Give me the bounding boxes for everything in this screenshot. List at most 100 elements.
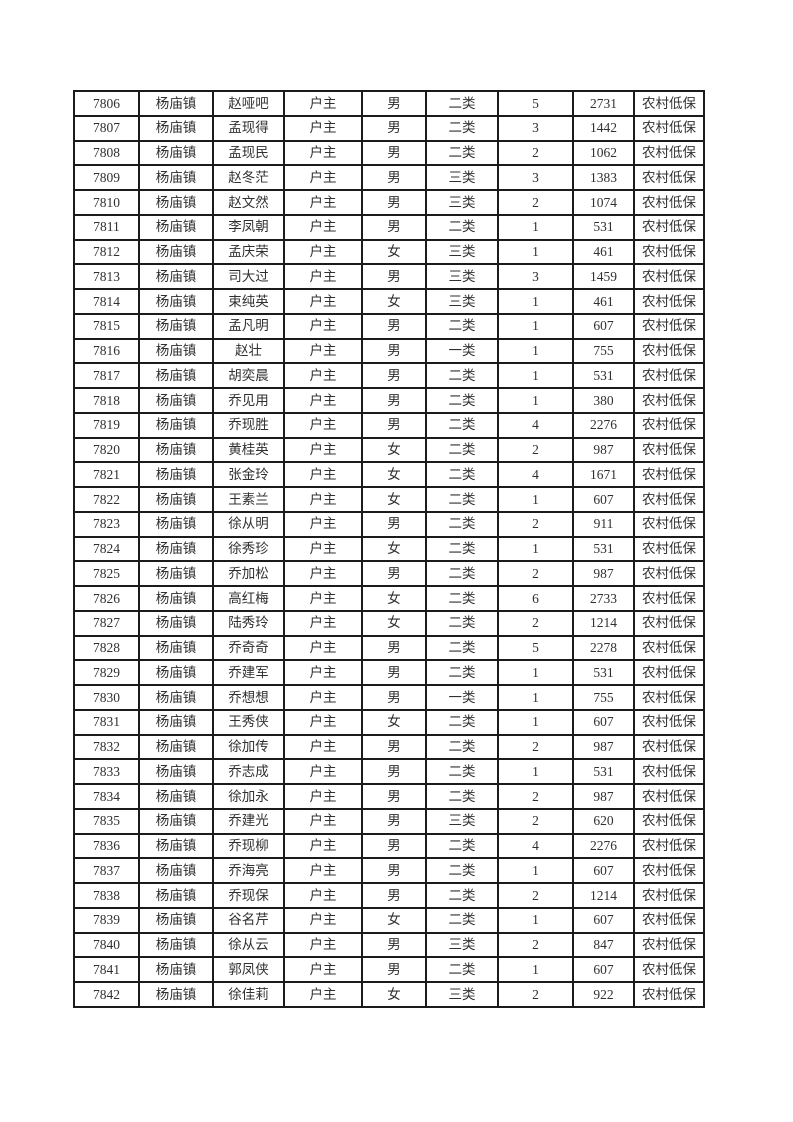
cell-serial: 7841 — [73, 956, 140, 983]
cell-gender: 女 — [361, 535, 427, 563]
cell-name: 赵壮 — [212, 337, 285, 365]
cell-name: 乔现保 — [212, 882, 285, 909]
cell-category: 二类 — [425, 139, 499, 167]
cell-welfare-type: 农村低保 — [633, 535, 705, 563]
cell-serial: 7842 — [73, 981, 140, 1008]
cell-welfare-type: 农村低保 — [633, 585, 705, 612]
cell-town: 杨庙镇 — [138, 807, 214, 835]
cell-relation: 户主 — [283, 213, 363, 241]
cell-town: 杨庙镇 — [138, 263, 214, 290]
cell-category: 二类 — [425, 609, 499, 637]
cell-count: 1 — [497, 387, 574, 414]
cell-serial: 7836 — [73, 832, 140, 860]
cell-gender: 男 — [361, 659, 427, 686]
cell-amount: 2278 — [572, 634, 635, 662]
cell-count: 2 — [497, 981, 574, 1008]
table-row: 7816 杨庙镇 赵壮 户主男一类 1 755 农村低保 — [73, 337, 705, 365]
cell-relation: 户主 — [283, 758, 363, 785]
cell-serial: 7822 — [73, 486, 140, 513]
cell-name: 乔奇奇 — [212, 634, 285, 662]
table-row: 7823 杨庙镇 徐从明 户主男二类 2 911 农村低保 — [73, 510, 705, 538]
table-row: 7811 杨庙镇 李凤朝 户主男二类 1 531 农村低保 — [73, 213, 705, 241]
cell-category: 三类 — [425, 238, 499, 266]
cell-town: 杨庙镇 — [138, 461, 214, 488]
cell-relation: 户主 — [283, 857, 363, 884]
cell-name: 高红梅 — [212, 585, 285, 612]
cell-amount: 531 — [572, 213, 635, 241]
cell-relation: 户主 — [283, 659, 363, 686]
cell-gender: 男 — [361, 857, 427, 884]
cell-count: 2 — [497, 510, 574, 538]
cell-welfare-type: 农村低保 — [633, 510, 705, 538]
cell-gender: 男 — [361, 733, 427, 761]
cell-name: 徐佳莉 — [212, 981, 285, 1008]
cell-amount: 2276 — [572, 832, 635, 860]
cell-town: 杨庙镇 — [138, 213, 214, 241]
cell-welfare-type: 农村低保 — [633, 857, 705, 884]
cell-amount: 531 — [572, 659, 635, 686]
cell-category: 二类 — [425, 312, 499, 340]
cell-welfare-type: 农村低保 — [633, 436, 705, 464]
cell-name: 王秀侠 — [212, 708, 285, 736]
cell-town: 杨庙镇 — [138, 758, 214, 785]
cell-town: 杨庙镇 — [138, 312, 214, 340]
cell-welfare-type: 农村低保 — [633, 189, 705, 216]
cell-serial: 7834 — [73, 783, 140, 810]
cell-name: 乔建军 — [212, 659, 285, 686]
cell-gender: 男 — [361, 758, 427, 785]
cell-welfare-type: 农村低保 — [633, 312, 705, 340]
cell-welfare-type: 农村低保 — [633, 486, 705, 513]
cell-relation: 户主 — [283, 411, 363, 439]
cell-count: 2 — [497, 931, 574, 959]
cell-amount: 607 — [572, 486, 635, 513]
cell-welfare-type: 农村低保 — [633, 609, 705, 637]
cell-welfare-type: 农村低保 — [633, 362, 705, 389]
cell-gender: 男 — [361, 684, 427, 711]
cell-town: 杨庙镇 — [138, 931, 214, 959]
table-row: 7836 杨庙镇 乔现柳 户主男二类 4 2276 农村低保 — [73, 832, 705, 860]
cell-name: 郭凤侠 — [212, 956, 285, 983]
cell-count: 1 — [497, 956, 574, 983]
cell-category: 二类 — [425, 213, 499, 241]
table-row: 7837 杨庙镇 乔海亮 户主男二类 1 607 农村低保 — [73, 857, 705, 884]
cell-gender: 女 — [361, 708, 427, 736]
cell-town: 杨庙镇 — [138, 535, 214, 563]
cell-gender: 女 — [361, 436, 427, 464]
cell-category: 二类 — [425, 956, 499, 983]
cell-count: 2 — [497, 436, 574, 464]
cell-relation: 户主 — [283, 312, 363, 340]
cell-welfare-type: 农村低保 — [633, 387, 705, 414]
cell-town: 杨庙镇 — [138, 362, 214, 389]
cell-name: 赵哑吧 — [212, 90, 285, 117]
cell-amount: 987 — [572, 560, 635, 587]
cell-category: 二类 — [425, 387, 499, 414]
cell-town: 杨庙镇 — [138, 337, 214, 365]
cell-relation: 户主 — [283, 560, 363, 587]
cell-name: 孟凡明 — [212, 312, 285, 340]
cell-amount: 461 — [572, 288, 635, 315]
cell-town: 杨庙镇 — [138, 956, 214, 983]
cell-count: 3 — [497, 263, 574, 290]
table-body: 7806 杨庙镇 赵哑吧 户主男二类 5 2731 农村低保 7807 杨庙镇 孟现得 户主男二类 3… — [73, 90, 705, 1008]
cell-category: 二类 — [425, 733, 499, 761]
cell-count: 2 — [497, 139, 574, 167]
cell-amount: 1383 — [572, 164, 635, 191]
cell-category: 二类 — [425, 857, 499, 884]
cell-relation: 户主 — [283, 436, 363, 464]
table-row: 7818 杨庙镇 乔见用 户主男二类 1 380 农村低保 — [73, 387, 705, 414]
cell-name: 乔海亮 — [212, 857, 285, 884]
cell-category: 三类 — [425, 263, 499, 290]
cell-count: 1 — [497, 684, 574, 711]
cell-amount: 620 — [572, 807, 635, 835]
cell-town: 杨庙镇 — [138, 189, 214, 216]
cell-category: 二类 — [425, 486, 499, 513]
cell-serial: 7809 — [73, 164, 140, 191]
cell-amount: 607 — [572, 857, 635, 884]
cell-amount: 847 — [572, 931, 635, 959]
cell-relation: 户主 — [283, 387, 363, 414]
cell-category: 二类 — [425, 90, 499, 117]
cell-welfare-type: 农村低保 — [633, 634, 705, 662]
cell-category: 二类 — [425, 461, 499, 488]
cell-relation: 户主 — [283, 733, 363, 761]
cell-name: 徐加传 — [212, 733, 285, 761]
